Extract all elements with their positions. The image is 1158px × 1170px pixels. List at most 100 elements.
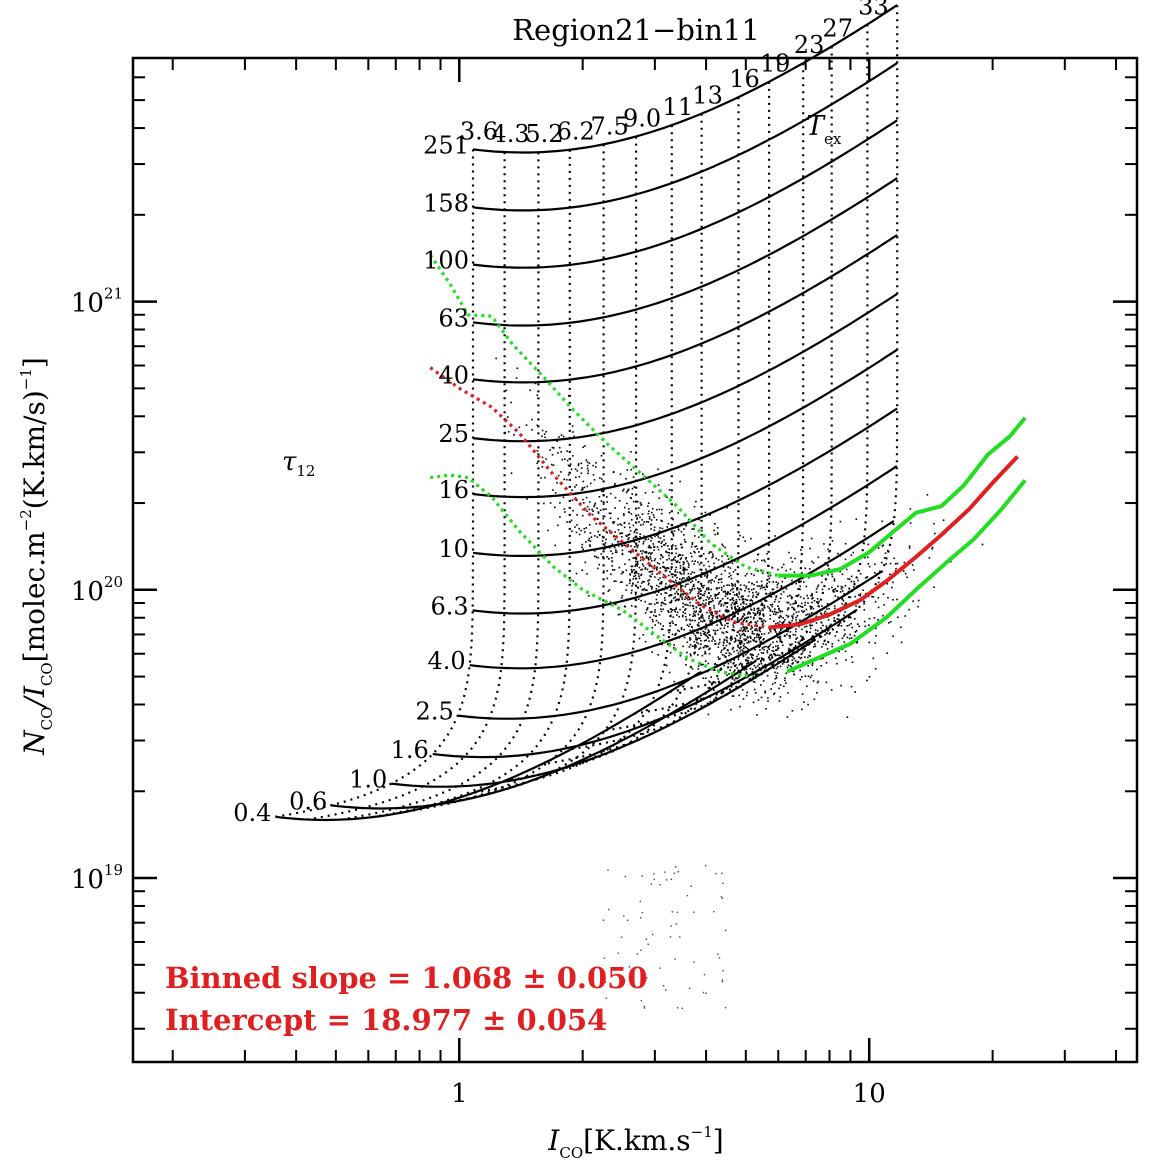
scatter-point bbox=[669, 594, 671, 596]
scatter-point bbox=[651, 507, 654, 510]
scatter-point bbox=[642, 542, 645, 545]
scatter-point bbox=[684, 541, 687, 543]
scatter-point bbox=[697, 665, 700, 667]
scatter-point bbox=[643, 581, 646, 583]
scatter-point bbox=[665, 879, 668, 881]
scatter-point bbox=[792, 670, 795, 673]
scatter-point bbox=[786, 627, 788, 630]
scatter-point bbox=[748, 641, 750, 644]
scatter-point bbox=[886, 652, 889, 654]
scatter-point bbox=[656, 594, 658, 596]
scatter-point bbox=[756, 673, 759, 675]
scatter-point bbox=[551, 463, 553, 466]
scatter-point bbox=[794, 634, 797, 636]
scatter-point bbox=[949, 560, 952, 563]
scatter-point bbox=[828, 607, 830, 610]
scatter-point bbox=[662, 625, 664, 627]
scatter-point bbox=[689, 623, 691, 625]
scatter-point bbox=[839, 622, 842, 624]
scatter-point bbox=[903, 561, 906, 564]
scatter-point bbox=[700, 609, 702, 611]
scatter-point bbox=[606, 577, 609, 580]
scatter-point bbox=[778, 607, 780, 610]
scatter-point bbox=[741, 598, 744, 601]
scatter-point bbox=[651, 537, 653, 540]
scatter-point bbox=[571, 530, 573, 533]
scatter-point bbox=[688, 596, 691, 599]
scatter-point bbox=[718, 603, 720, 605]
scatter-point bbox=[614, 603, 617, 606]
scatter-point bbox=[696, 548, 699, 550]
scatter-point bbox=[748, 622, 751, 624]
scatter-point bbox=[670, 925, 672, 927]
scatter-point bbox=[645, 979, 647, 981]
scatter-point bbox=[737, 596, 740, 598]
scatter-point bbox=[900, 626, 902, 629]
scatter-point bbox=[688, 618, 691, 621]
scatter-point bbox=[762, 658, 765, 660]
scatter-point bbox=[554, 492, 557, 494]
scatter-point bbox=[704, 604, 707, 607]
scatter-point bbox=[594, 535, 596, 537]
scatter-point bbox=[777, 636, 779, 639]
scatter-point bbox=[712, 599, 714, 602]
scatter-point bbox=[690, 573, 692, 575]
scatter-point bbox=[840, 585, 843, 588]
scatter-point bbox=[708, 652, 711, 655]
scatter-point bbox=[705, 627, 708, 629]
scatter-point bbox=[779, 629, 782, 632]
scatter-point bbox=[807, 675, 810, 677]
scatter-point bbox=[669, 651, 672, 654]
scatter-point bbox=[630, 468, 632, 471]
scatter-point bbox=[652, 514, 655, 516]
scatter-point bbox=[752, 639, 754, 641]
scatter-point bbox=[738, 639, 741, 642]
scatter-point bbox=[836, 662, 838, 665]
scatter-point bbox=[611, 552, 614, 555]
scatter-point bbox=[741, 665, 743, 668]
tau-curve-0.4 bbox=[275, 671, 701, 822]
scatter-point bbox=[787, 607, 789, 609]
scatter-point bbox=[720, 599, 722, 602]
scatter-point bbox=[722, 882, 724, 884]
scatter-point bbox=[710, 551, 713, 553]
scatter-point bbox=[743, 584, 746, 587]
scatter-point bbox=[644, 600, 646, 603]
scatter-point bbox=[760, 604, 762, 606]
scatter-points bbox=[495, 357, 984, 1009]
scatter-point bbox=[690, 885, 692, 887]
scatter-point bbox=[720, 573, 723, 576]
scatter-point bbox=[677, 599, 680, 602]
chart-title: Region21−bin11 bbox=[512, 13, 760, 47]
scatter-point bbox=[672, 533, 674, 535]
scatter-point bbox=[612, 521, 614, 523]
scatter-point bbox=[775, 649, 777, 651]
scatter-point bbox=[816, 586, 819, 588]
scatter-point bbox=[866, 679, 868, 682]
scatter-point bbox=[742, 621, 744, 623]
scatter-point bbox=[675, 591, 678, 593]
scatter-point bbox=[633, 531, 636, 534]
scatter-point bbox=[595, 556, 598, 558]
scatter-point bbox=[726, 593, 729, 596]
scatter-point bbox=[673, 588, 676, 590]
scatter-point bbox=[684, 608, 687, 610]
scatter-point bbox=[839, 591, 842, 593]
scatter-point bbox=[773, 600, 776, 603]
scatter-point bbox=[816, 597, 819, 600]
scatter-point bbox=[751, 630, 754, 633]
scatter-point bbox=[800, 602, 803, 605]
scatter-point bbox=[685, 618, 688, 621]
scatter-point bbox=[586, 461, 589, 463]
scatter-point bbox=[811, 592, 813, 595]
scatter-point bbox=[675, 608, 677, 610]
scatter-point bbox=[735, 638, 737, 641]
scatter-point bbox=[737, 677, 739, 680]
scatter-point bbox=[705, 634, 707, 637]
scatter-point bbox=[672, 518, 674, 521]
scatter-point bbox=[762, 622, 764, 624]
scatter-point bbox=[648, 603, 651, 605]
scatter-point bbox=[708, 648, 710, 651]
scatter-point bbox=[656, 602, 658, 604]
scatter-point bbox=[623, 506, 626, 509]
